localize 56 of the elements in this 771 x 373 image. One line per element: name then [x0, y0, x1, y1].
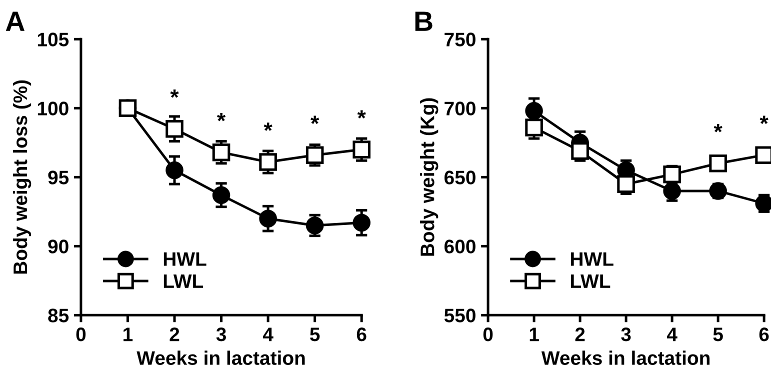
point: [525, 102, 543, 120]
chart-title: A: [6, 12, 25, 31]
annotation: *: [760, 116, 768, 124]
point: [352, 140, 370, 158]
y-tick-label: 750: [444, 32, 476, 46]
x-tick-label: 2: [575, 328, 585, 342]
point: [306, 216, 324, 234]
x-tick-label: 5: [713, 328, 723, 342]
y-tick-label: 105: [38, 32, 69, 46]
y-tick-label: 85: [48, 308, 69, 322]
point: [306, 146, 324, 164]
point: [525, 118, 543, 136]
annotation: *: [310, 116, 320, 124]
y-axis-title: Body weight (Kg): [420, 98, 438, 256]
x-axis-title: Weeks in lactation: [136, 350, 305, 365]
point: [259, 210, 277, 228]
legend-label: HWL: [164, 252, 206, 266]
y-tick-label: 600: [444, 240, 476, 254]
legend-label: HWL: [571, 252, 614, 266]
x-tick-label: 2: [170, 328, 180, 342]
x-tick-label: 0: [76, 328, 86, 342]
x-tick-label: 3: [216, 328, 226, 342]
y-tick-label: 650: [444, 170, 476, 184]
point: [709, 154, 727, 172]
y-tick-label: 95: [48, 170, 69, 184]
x-axis-title: Weeks in lactation: [541, 350, 710, 365]
point: [166, 161, 184, 180]
x-tick-label: 1: [124, 328, 133, 342]
x-tick-label: 4: [262, 328, 274, 342]
y-tick-label: 550: [444, 308, 476, 322]
y-axis-title: Body weight loss (%): [12, 80, 32, 274]
x-tick-label: 5: [310, 328, 320, 342]
x-tick-label: 3: [621, 328, 631, 342]
point: [166, 120, 184, 138]
x-tick-label: 1: [530, 328, 539, 342]
point: [212, 143, 230, 162]
annotation: *: [714, 124, 722, 132]
x-tick-label: 4: [666, 328, 678, 342]
legend-label: LWL: [571, 274, 610, 288]
point: [212, 186, 230, 204]
annotation: *: [217, 112, 226, 122]
point: [259, 153, 277, 171]
y-tick-label: 90: [48, 240, 68, 254]
legend-label: LWL: [164, 274, 204, 288]
x-tick-label: 0: [483, 328, 493, 342]
chart-title: B: [415, 12, 432, 31]
y-tick-label: 100: [38, 102, 68, 116]
x-tick-label: 6: [356, 328, 366, 342]
annotation: *: [357, 110, 366, 118]
annotation: *: [170, 90, 179, 98]
point: [571, 142, 589, 160]
annotation: *: [264, 122, 272, 131]
y-tick-label: 700: [444, 102, 476, 116]
point: [352, 214, 370, 232]
point: [617, 175, 635, 193]
x-tick-label: 6: [759, 328, 769, 342]
